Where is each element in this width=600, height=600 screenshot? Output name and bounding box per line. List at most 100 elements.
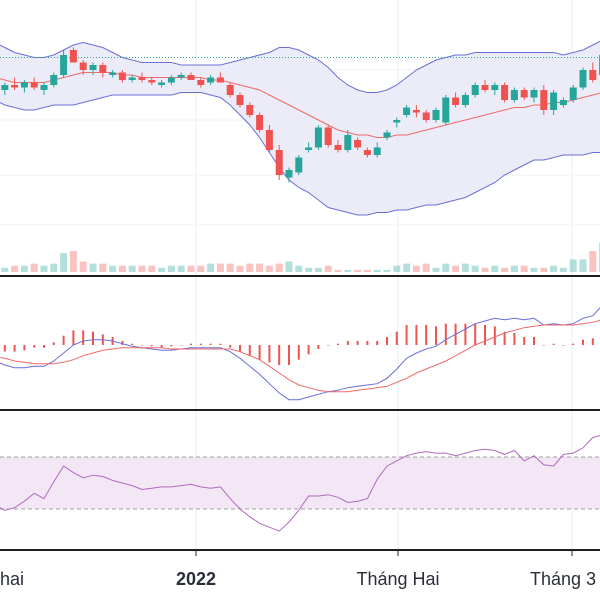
volume-bar-7 (60, 253, 68, 272)
macd-histogram-bar-9 (82, 330, 85, 345)
candle-58 (559, 100, 567, 105)
candle-14 (128, 77, 136, 80)
volume-bar-22 (207, 263, 215, 272)
volume-bar-18 (167, 265, 175, 272)
candle-54 (520, 90, 528, 98)
volume-bar-52 (501, 267, 509, 272)
volume-bar-17 (158, 267, 166, 272)
price-panel (0, 40, 600, 272)
macd-histogram-bar-8 (72, 330, 75, 345)
volume-bar-44 (422, 263, 430, 272)
volume-bar-51 (491, 265, 499, 272)
macd-histogram-bar-2 (13, 345, 16, 352)
volume-bar-47 (452, 265, 460, 272)
volume-bar-36 (344, 269, 352, 272)
macd-histogram-bar-13 (121, 341, 124, 345)
candle-37 (354, 140, 362, 148)
candle-5 (40, 85, 48, 90)
candle-34 (324, 127, 332, 145)
macd-histogram-bar-31 (297, 345, 300, 360)
macd-histogram-bar-29 (278, 345, 281, 365)
candle-25 (236, 95, 244, 105)
candle-16 (148, 80, 156, 83)
macd-histogram-bar-15 (141, 345, 143, 346)
volume-bar-13 (118, 265, 126, 272)
candle-47 (452, 97, 460, 105)
macd-histogram-bar-26 (248, 345, 251, 356)
candle-18 (167, 77, 175, 83)
macd-histogram-bar-21 (199, 343, 202, 345)
candle-36 (344, 135, 352, 150)
macd-histogram-bar-51 (493, 326, 496, 345)
macd-histogram-bar-38 (366, 341, 369, 345)
macd-histogram-bar-36 (346, 341, 349, 345)
macd-line (0, 307, 600, 401)
volume-bar-40 (383, 269, 391, 272)
macd-histogram-bar-32 (307, 345, 310, 355)
candle-39 (373, 147, 381, 155)
candle-12 (109, 72, 117, 75)
macd-histogram-bar-33 (317, 345, 320, 349)
macd-histogram-bar-20 (190, 343, 192, 345)
volume-bar-32 (305, 267, 313, 272)
volume-bar-38 (363, 269, 371, 272)
volume-bar-42 (403, 263, 411, 272)
macd-histogram-bar-23 (219, 343, 222, 345)
x-tick-label-1: 2022 (176, 569, 216, 589)
volume-bar-53 (510, 265, 518, 272)
macd-histogram-bar-46 (444, 323, 447, 345)
volume-bar-23 (216, 263, 224, 272)
volume-bar-26 (246, 263, 254, 272)
macd-histogram-bar-1 (3, 345, 6, 352)
macd-histogram-bar-28 (268, 345, 271, 363)
macd-histogram-bar-39 (376, 341, 379, 345)
macd-histogram-bar-5 (43, 345, 45, 348)
volume-bar-24 (226, 263, 234, 272)
volume-bar-21 (197, 265, 205, 272)
candle-59 (569, 87, 577, 100)
volume-bar-56 (540, 267, 548, 272)
volume-bar-28 (265, 265, 273, 272)
candle-38 (363, 150, 371, 155)
macd-histogram-bar-10 (92, 331, 94, 345)
volume-bar-1 (1, 267, 9, 272)
macd-histogram-bar-6 (52, 342, 55, 345)
macd-histogram-bar-22 (209, 343, 212, 345)
macd-histogram-bar-14 (131, 343, 134, 345)
volume-bar-6 (50, 263, 58, 272)
macd-histogram-bar-56 (542, 345, 545, 346)
volume-bar-39 (373, 269, 381, 272)
macd-histogram-bar-45 (435, 326, 437, 345)
candle-43 (412, 110, 420, 113)
candle-9 (79, 62, 87, 70)
volume-bar-50 (481, 267, 489, 272)
candle-48 (461, 95, 469, 105)
macd-histogram-bar-24 (229, 345, 232, 348)
x-tick-label-0: hai (0, 569, 24, 589)
macd-histogram-bar-53 (513, 333, 516, 345)
macd-histogram-bar-30 (288, 345, 290, 365)
candle-11 (99, 65, 107, 73)
volume-bar-61 (589, 251, 597, 272)
macd-histogram-bar-58 (562, 345, 565, 346)
macd-histogram-bar-4 (33, 345, 36, 348)
volume-bar-20 (187, 265, 195, 272)
candle-61 (589, 70, 597, 80)
volume-bar-10 (89, 263, 97, 272)
candle-10 (89, 65, 97, 70)
candle-7 (60, 55, 68, 75)
candle-33 (314, 127, 322, 148)
candle-1 (1, 85, 9, 90)
candle-60 (579, 70, 587, 88)
volume-bar-4 (30, 263, 38, 272)
volume-bar-59 (569, 259, 577, 272)
candle-40 (383, 132, 391, 138)
volume-bar-11 (99, 263, 107, 272)
candle-29 (275, 150, 283, 175)
rsi-panel (0, 435, 600, 532)
bollinger-lower-line (0, 92, 600, 216)
volume-bar-31 (295, 265, 303, 272)
macd-histogram-bar-49 (474, 323, 477, 345)
volume-bar-35 (334, 269, 342, 272)
rsi-band-fill (0, 457, 600, 509)
